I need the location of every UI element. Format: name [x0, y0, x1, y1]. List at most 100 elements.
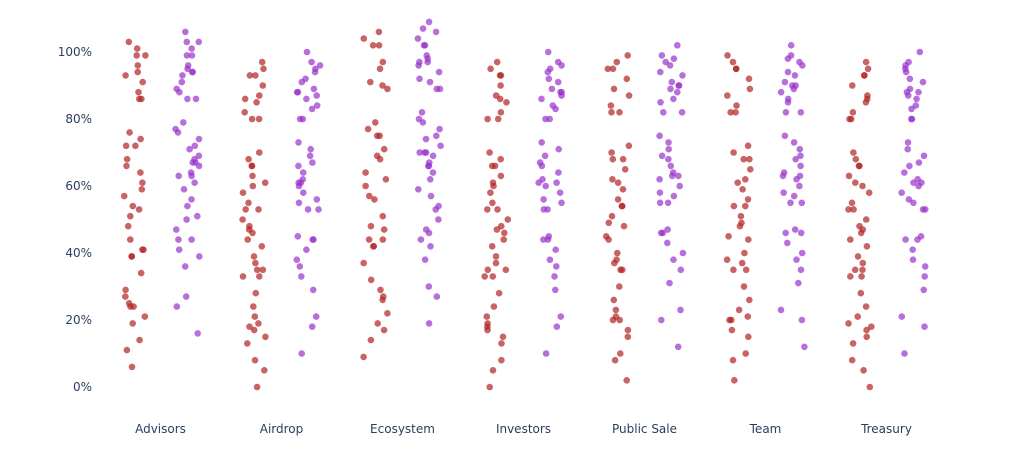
data-point[interactable] [784, 55, 792, 62]
data-point[interactable] [367, 222, 375, 230]
data-point[interactable] [553, 323, 561, 331]
data-point[interactable] [799, 62, 806, 69]
data-point[interactable] [308, 105, 316, 113]
data-point[interactable] [484, 115, 491, 123]
data-point[interactable] [175, 236, 182, 243]
data-point[interactable] [610, 296, 618, 304]
data-point[interactable] [544, 236, 552, 243]
data-point[interactable] [310, 85, 318, 93]
data-point[interactable] [665, 155, 672, 163]
data-point[interactable] [142, 52, 149, 59]
data-point[interactable] [659, 229, 667, 237]
data-point[interactable] [553, 179, 560, 186]
data-point[interactable] [910, 199, 917, 207]
data-point[interactable] [497, 82, 504, 89]
data-point[interactable] [863, 326, 870, 334]
data-point[interactable] [255, 92, 263, 99]
data-point[interactable] [122, 142, 130, 150]
data-point[interactable] [295, 182, 303, 190]
data-point[interactable] [433, 85, 441, 93]
data-point[interactable] [742, 266, 750, 274]
data-point[interactable] [675, 82, 683, 89]
data-point[interactable] [910, 179, 917, 186]
data-point[interactable] [856, 162, 863, 170]
data-point[interactable] [607, 102, 615, 109]
data-point[interactable] [793, 176, 800, 183]
data-point[interactable] [481, 273, 489, 280]
data-point[interactable] [739, 186, 746, 193]
data-point[interactable] [258, 58, 266, 66]
data-point[interactable] [433, 293, 441, 300]
data-point[interactable] [729, 356, 737, 364]
data-point[interactable] [538, 162, 546, 170]
data-point[interactable] [182, 28, 189, 36]
data-point[interactable] [493, 58, 501, 66]
data-point[interactable] [313, 102, 321, 109]
data-point[interactable] [744, 142, 752, 150]
data-point[interactable] [801, 343, 808, 351]
data-point[interactable] [384, 310, 391, 317]
data-point[interactable] [298, 78, 306, 86]
data-point[interactable] [845, 172, 853, 180]
data-point[interactable] [182, 293, 190, 300]
data-point[interactable] [798, 316, 806, 324]
data-point[interactable] [122, 72, 129, 79]
data-point[interactable] [541, 152, 549, 160]
data-point[interactable] [608, 212, 616, 220]
data-point[interactable] [850, 149, 857, 156]
data-point[interactable] [619, 155, 627, 163]
data-point[interactable] [612, 306, 620, 314]
data-point[interactable] [656, 132, 663, 140]
data-point[interactable] [609, 316, 617, 324]
data-point[interactable] [300, 189, 307, 196]
data-point[interactable] [784, 68, 792, 76]
data-point[interactable] [258, 243, 266, 250]
data-point[interactable] [427, 243, 434, 250]
data-point[interactable] [495, 289, 503, 297]
data-point[interactable] [367, 336, 375, 344]
data-point[interactable] [246, 72, 254, 79]
data-point[interactable] [179, 72, 186, 79]
data-point[interactable] [611, 259, 618, 267]
data-point[interactable] [123, 155, 131, 163]
data-point[interactable] [850, 206, 857, 213]
data-point[interactable] [860, 367, 867, 374]
data-point[interactable] [139, 78, 146, 86]
data-point[interactable] [435, 216, 442, 223]
data-point[interactable] [303, 246, 310, 253]
data-point[interactable] [849, 82, 856, 89]
data-point[interactable] [674, 88, 681, 96]
data-point[interactable] [370, 243, 378, 250]
data-point[interactable] [196, 253, 203, 260]
data-point[interactable] [862, 99, 870, 106]
data-point[interactable] [249, 172, 256, 180]
data-point[interactable] [138, 186, 146, 193]
data-point[interactable] [797, 162, 804, 170]
data-point[interactable] [849, 340, 857, 347]
data-point[interactable] [194, 212, 201, 220]
data-point[interactable] [259, 82, 267, 89]
data-point[interactable] [303, 95, 310, 103]
data-point[interactable] [909, 256, 917, 264]
data-point[interactable] [555, 145, 562, 153]
data-point[interactable] [921, 273, 928, 280]
data-point[interactable] [901, 350, 908, 357]
data-point[interactable] [126, 129, 133, 136]
data-point[interactable] [134, 62, 142, 69]
data-point[interactable] [483, 313, 491, 320]
data-point[interactable] [554, 78, 562, 86]
data-point[interactable] [545, 75, 553, 83]
data-point[interactable] [675, 172, 682, 180]
data-point[interactable] [489, 199, 496, 207]
data-point[interactable] [141, 313, 149, 320]
data-point[interactable] [433, 132, 440, 140]
data-point[interactable] [133, 52, 140, 59]
data-point[interactable] [732, 109, 739, 116]
data-point[interactable] [679, 249, 687, 257]
data-point[interactable] [906, 75, 914, 83]
data-point[interactable] [432, 206, 440, 213]
data-point[interactable] [249, 229, 256, 237]
data-point[interactable] [415, 62, 422, 69]
data-point[interactable] [538, 139, 545, 146]
data-point[interactable] [188, 172, 195, 180]
